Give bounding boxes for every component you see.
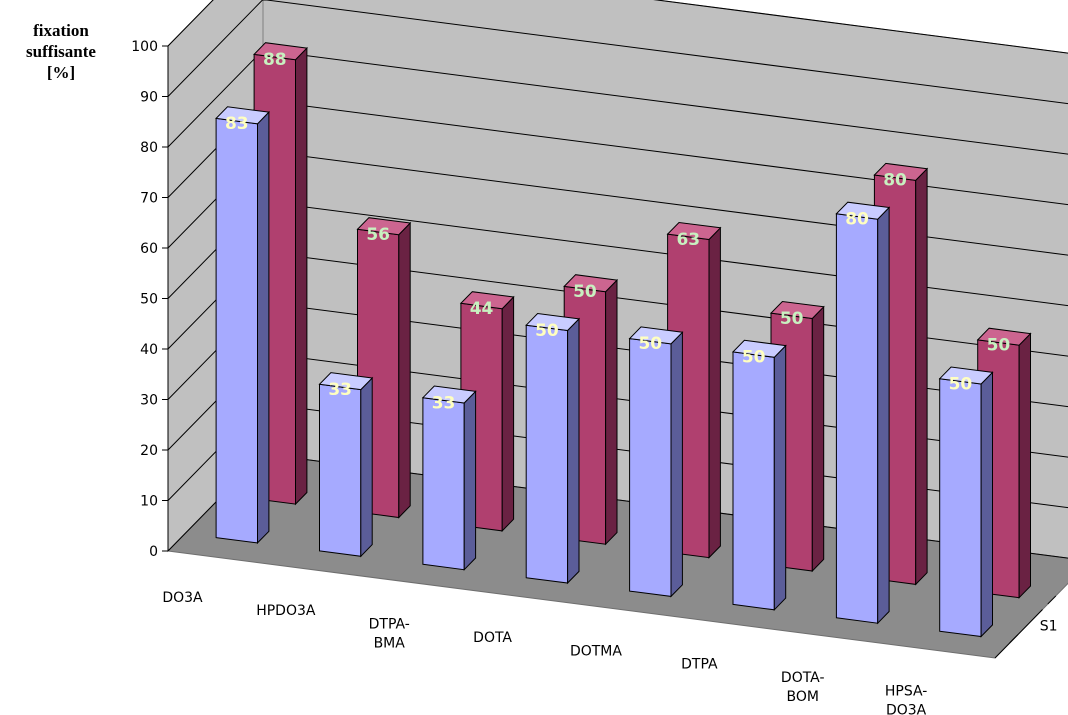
depth-tick-mark (1009, 634, 1019, 644)
data-label: 50 (742, 348, 766, 368)
y-axis-title-line-2: suffisante (26, 42, 96, 61)
data-label: 88 (263, 50, 287, 70)
bar-side-face (257, 110, 270, 545)
bar-top-face (563, 274, 619, 293)
data-label: 50 (535, 321, 559, 341)
bar-top-face (731, 339, 787, 358)
y-tick-label: 70 (140, 191, 158, 207)
category-label: BOM (786, 689, 818, 705)
bar-top-face (525, 312, 581, 332)
bar-side-face (980, 371, 993, 638)
bar-front-face (939, 378, 982, 638)
depth-tick-mark (1047, 595, 1057, 605)
bar-s1 (215, 106, 270, 545)
data-label: 50 (987, 336, 1011, 356)
y-axis-title: fixation suffisante [%] (6, 20, 116, 83)
bar-top-face (628, 326, 684, 345)
bar-side-face (708, 226, 721, 559)
category-label: HPSA- (885, 683, 927, 699)
y-tick-label: 100 (131, 39, 158, 55)
bar-s1 (525, 312, 581, 585)
bar-front-face (319, 383, 362, 557)
y-tick-label: 10 (140, 494, 158, 510)
category-label: DTPA (681, 657, 718, 673)
bar-top-face (421, 385, 477, 404)
data-label: 80 (845, 209, 869, 229)
y-tick-label: 50 (140, 292, 158, 308)
category-label: DOTA (473, 630, 512, 646)
bar-front-face (835, 213, 879, 624)
y-tick-label: 0 (149, 544, 158, 560)
category-label: DOTA- (781, 670, 825, 686)
bar-side-face (605, 278, 618, 546)
bar-s1 (318, 372, 374, 558)
depth-axis-line (994, 609, 1043, 659)
y-tick-label: 60 (140, 241, 158, 257)
bar-side-face (360, 376, 373, 558)
bar-side-face (773, 344, 787, 612)
bar-top-face (835, 201, 891, 220)
bar-side-face (398, 221, 411, 519)
bar-side-face (1018, 332, 1031, 599)
data-label: 33 (328, 380, 352, 400)
bar-top-face (938, 366, 994, 385)
series-axis-label: S1 (1040, 619, 1058, 635)
bar-top-face (356, 217, 412, 236)
category-label: DOTMA (570, 643, 622, 659)
data-label: 56 (366, 225, 390, 245)
gridline (167, 0, 1068, 105)
data-label: 50 (573, 282, 597, 302)
category-label: DO3A (162, 590, 203, 606)
bar-top-face (215, 106, 270, 125)
data-label: 63 (676, 230, 700, 250)
bar-top-face (976, 327, 1032, 346)
bar-side-face (567, 317, 580, 585)
bar-top-face (873, 162, 929, 181)
bar-s1 (835, 201, 891, 625)
bar-side-face (811, 305, 825, 573)
bar-side-face (915, 167, 928, 586)
bar-s1 (421, 385, 477, 571)
category-label: DTPA- (369, 617, 410, 633)
bar-side-face (501, 295, 515, 533)
category-label: DO3A (886, 702, 927, 715)
bar-top-face (666, 221, 722, 241)
category-label: BMA (374, 636, 406, 652)
bar-front-face (732, 351, 775, 611)
data-label: 44 (470, 299, 494, 319)
bar-s1 (731, 339, 787, 612)
data-label: 80 (883, 171, 907, 191)
bar-front-face (629, 338, 672, 597)
gridline (167, 0, 1068, 54)
bar-front-face (422, 397, 465, 571)
bar-side-face (295, 46, 308, 506)
bar-side-face (877, 206, 890, 625)
bar-side-face (463, 390, 477, 571)
y-axis-title-line-3: [%] (46, 63, 76, 82)
data-label: 50 (780, 309, 804, 329)
bar-top-face (459, 291, 515, 310)
y-tick-label: 80 (140, 140, 158, 156)
bar-front-face (525, 324, 569, 584)
y-tick-label: 40 (140, 342, 158, 358)
bar-side-face (670, 331, 683, 598)
bar-top-face (253, 42, 308, 61)
category-label: HPDO3A (256, 603, 316, 619)
data-label: 83 (225, 114, 249, 134)
y-axis-title-line-1: fixation (33, 21, 89, 40)
y-tick-label: 90 (140, 90, 158, 106)
data-label: 50 (949, 374, 973, 394)
bar-s1 (938, 366, 994, 638)
bar-top-face (769, 300, 825, 320)
bar-top-face (318, 372, 374, 391)
data-label: 50 (638, 334, 662, 354)
y-tick-label: 30 (140, 393, 158, 409)
y-tick-label: 20 (140, 443, 158, 459)
bar-s1 (628, 326, 684, 598)
bar-front-face (215, 117, 258, 544)
data-label: 33 (432, 393, 456, 413)
